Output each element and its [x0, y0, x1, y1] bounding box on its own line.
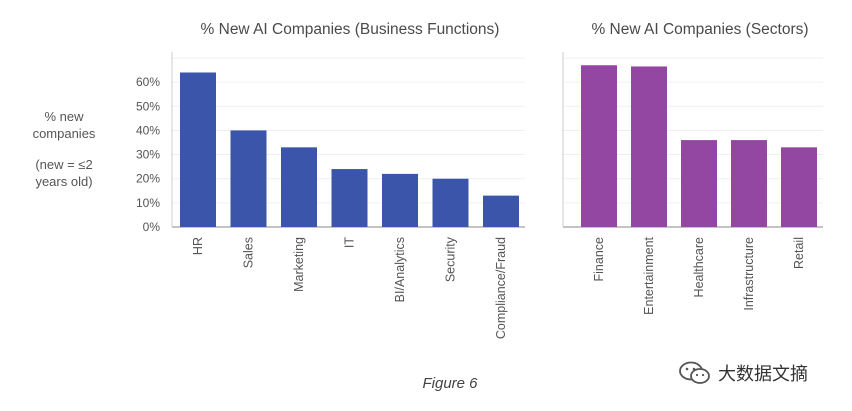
y-tick-label: 0% — [143, 220, 161, 234]
y-tick-label: 20% — [136, 172, 160, 186]
x-tick-label-business: Sales — [242, 237, 256, 268]
x-tick-label-sectors: Infrastructure — [742, 237, 756, 311]
x-tick-label-business: BI/Analytics — [393, 237, 407, 302]
y-axis-note-line-1: (new = ≤2 — [35, 157, 93, 172]
bar-business — [331, 169, 368, 227]
watermark-text: 大数据文摘 — [718, 364, 808, 384]
y-axis-label-line-2: companies — [32, 126, 96, 141]
wechat-logo-icon — [679, 361, 710, 384]
y-tick-label: 40% — [136, 123, 160, 137]
x-tick-label-business: Security — [444, 236, 458, 282]
y-tick-label: 30% — [136, 148, 160, 162]
y-axis-label-line-1: % new — [44, 109, 84, 124]
y-axis-note-line-2: years old) — [35, 174, 93, 189]
bar-business — [483, 195, 519, 227]
x-tick-label-sectors: Entertainment — [642, 236, 656, 314]
x-tick-label-sectors: Healthcare — [692, 237, 706, 297]
watermark: 大数据文摘 — [678, 360, 808, 386]
x-tick-label-business: Compliance/Fraud — [494, 237, 508, 339]
y-tick-label: 10% — [136, 196, 160, 210]
figure-caption: Figure 6 — [422, 375, 478, 392]
chart-title-business: % New AI Companies (Business Functions) — [201, 21, 500, 38]
x-tick-label-sectors: Retail — [792, 237, 806, 269]
bar-business — [230, 130, 267, 227]
x-tick-label-business: Marketing — [292, 237, 306, 292]
bar-business — [382, 173, 418, 227]
bar-sectors — [631, 66, 667, 227]
chart-title-sectors: % New AI Companies (Sectors) — [591, 21, 808, 38]
bar-business — [281, 147, 317, 227]
y-tick-label: 60% — [136, 75, 160, 89]
x-tick-label-sectors: Finance — [592, 237, 606, 282]
x-tick-label-business: IT — [343, 237, 357, 248]
bar-business — [180, 72, 216, 227]
y-tick-label: 50% — [136, 99, 160, 113]
bar-sectors — [581, 65, 617, 227]
bar-sectors — [731, 140, 767, 227]
bar-sectors — [681, 140, 717, 227]
x-tick-label-business: HR — [191, 237, 205, 255]
y-axis-label: % new companies (new = ≤2 years old) — [14, 108, 114, 190]
bar-sectors — [781, 147, 817, 227]
bar-business — [432, 178, 469, 227]
